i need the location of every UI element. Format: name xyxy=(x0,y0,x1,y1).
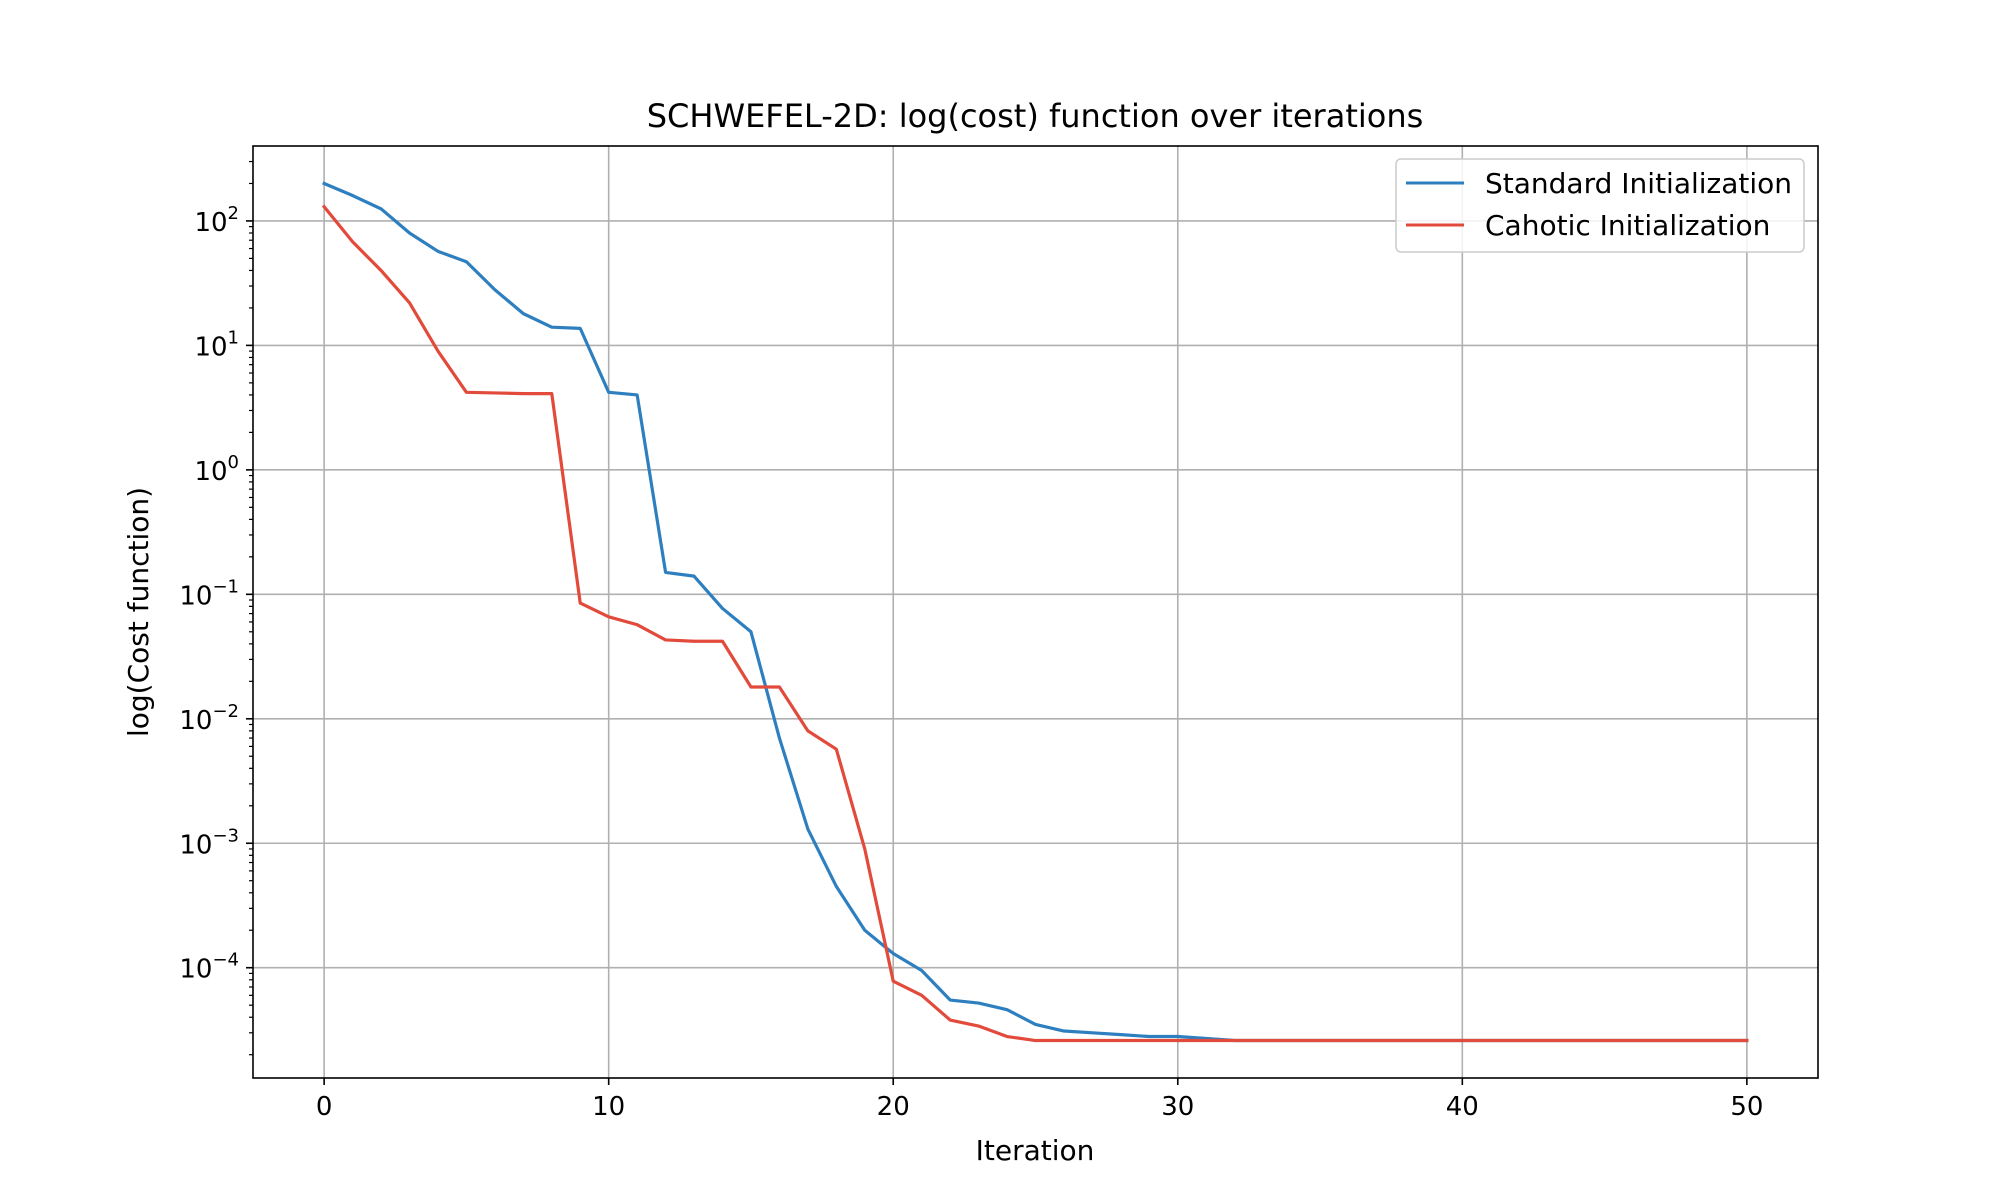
y-axis-label: log(Cost function) xyxy=(122,487,155,737)
legend-box xyxy=(1395,158,1805,253)
y-tick-exponent: −2 xyxy=(212,701,239,722)
y-tick-label: 10−4 xyxy=(179,950,239,985)
x-tick-label: 0 xyxy=(316,1092,333,1122)
chart-title: SCHWEFEL-2D: log(cost) function over ite… xyxy=(647,97,1424,135)
x-tick-label: 50 xyxy=(1730,1092,1763,1122)
y-tick-exponent: 1 xyxy=(228,327,239,348)
y-tick-exponent: 0 xyxy=(228,452,239,473)
plot-frame xyxy=(252,145,1819,1079)
y-tick-exponent: −3 xyxy=(212,825,239,846)
y-tick-exponent: −1 xyxy=(212,576,239,597)
series-layer xyxy=(321,181,1749,1043)
y-tick-exponent: 2 xyxy=(228,203,239,224)
y-tick-label: 102 xyxy=(194,203,239,238)
y-tick-label: 10−2 xyxy=(179,701,239,736)
y-tick-base: 10 xyxy=(179,955,212,985)
y-tick-label: 100 xyxy=(194,452,239,487)
y-tick-exponent: −4 xyxy=(212,950,239,971)
legend-label-cahotic: Cahotic Initialization xyxy=(1485,209,1770,242)
x-axis-label: Iteration xyxy=(976,1134,1095,1167)
x-tick-label: 20 xyxy=(877,1092,910,1122)
y-tick-label: 10−1 xyxy=(179,576,239,611)
y-tick-base: 10 xyxy=(194,332,227,362)
y-tick-base: 10 xyxy=(179,581,212,611)
series-line-cahotic-initialization xyxy=(321,204,1749,1043)
x-tick-label: 10 xyxy=(592,1092,625,1122)
y-tick-base: 10 xyxy=(194,457,227,487)
y-tick-label: 10−3 xyxy=(179,825,239,860)
x-tick-label: 40 xyxy=(1446,1092,1479,1122)
y-tick-label: 101 xyxy=(194,327,239,362)
legend-label-standard: Standard Initialization xyxy=(1485,167,1792,200)
legend: Standard Initialization Cahotic Initiali… xyxy=(1395,158,1805,253)
y-tick-base: 10 xyxy=(194,208,227,238)
y-tick-base: 10 xyxy=(179,830,212,860)
y-tick-base: 10 xyxy=(179,706,212,736)
x-tick-label: 30 xyxy=(1161,1092,1194,1122)
